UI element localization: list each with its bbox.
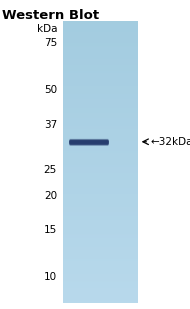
Text: 20: 20: [44, 191, 57, 201]
Text: Western Blot: Western Blot: [2, 9, 99, 22]
Text: 25: 25: [44, 165, 57, 176]
Text: 75: 75: [44, 38, 57, 48]
Text: 15: 15: [44, 225, 57, 235]
Text: 50: 50: [44, 85, 57, 95]
Text: ←32kDa: ←32kDa: [150, 137, 190, 147]
Text: kDa: kDa: [36, 24, 57, 34]
Text: 10: 10: [44, 272, 57, 282]
Text: 37: 37: [44, 120, 57, 130]
